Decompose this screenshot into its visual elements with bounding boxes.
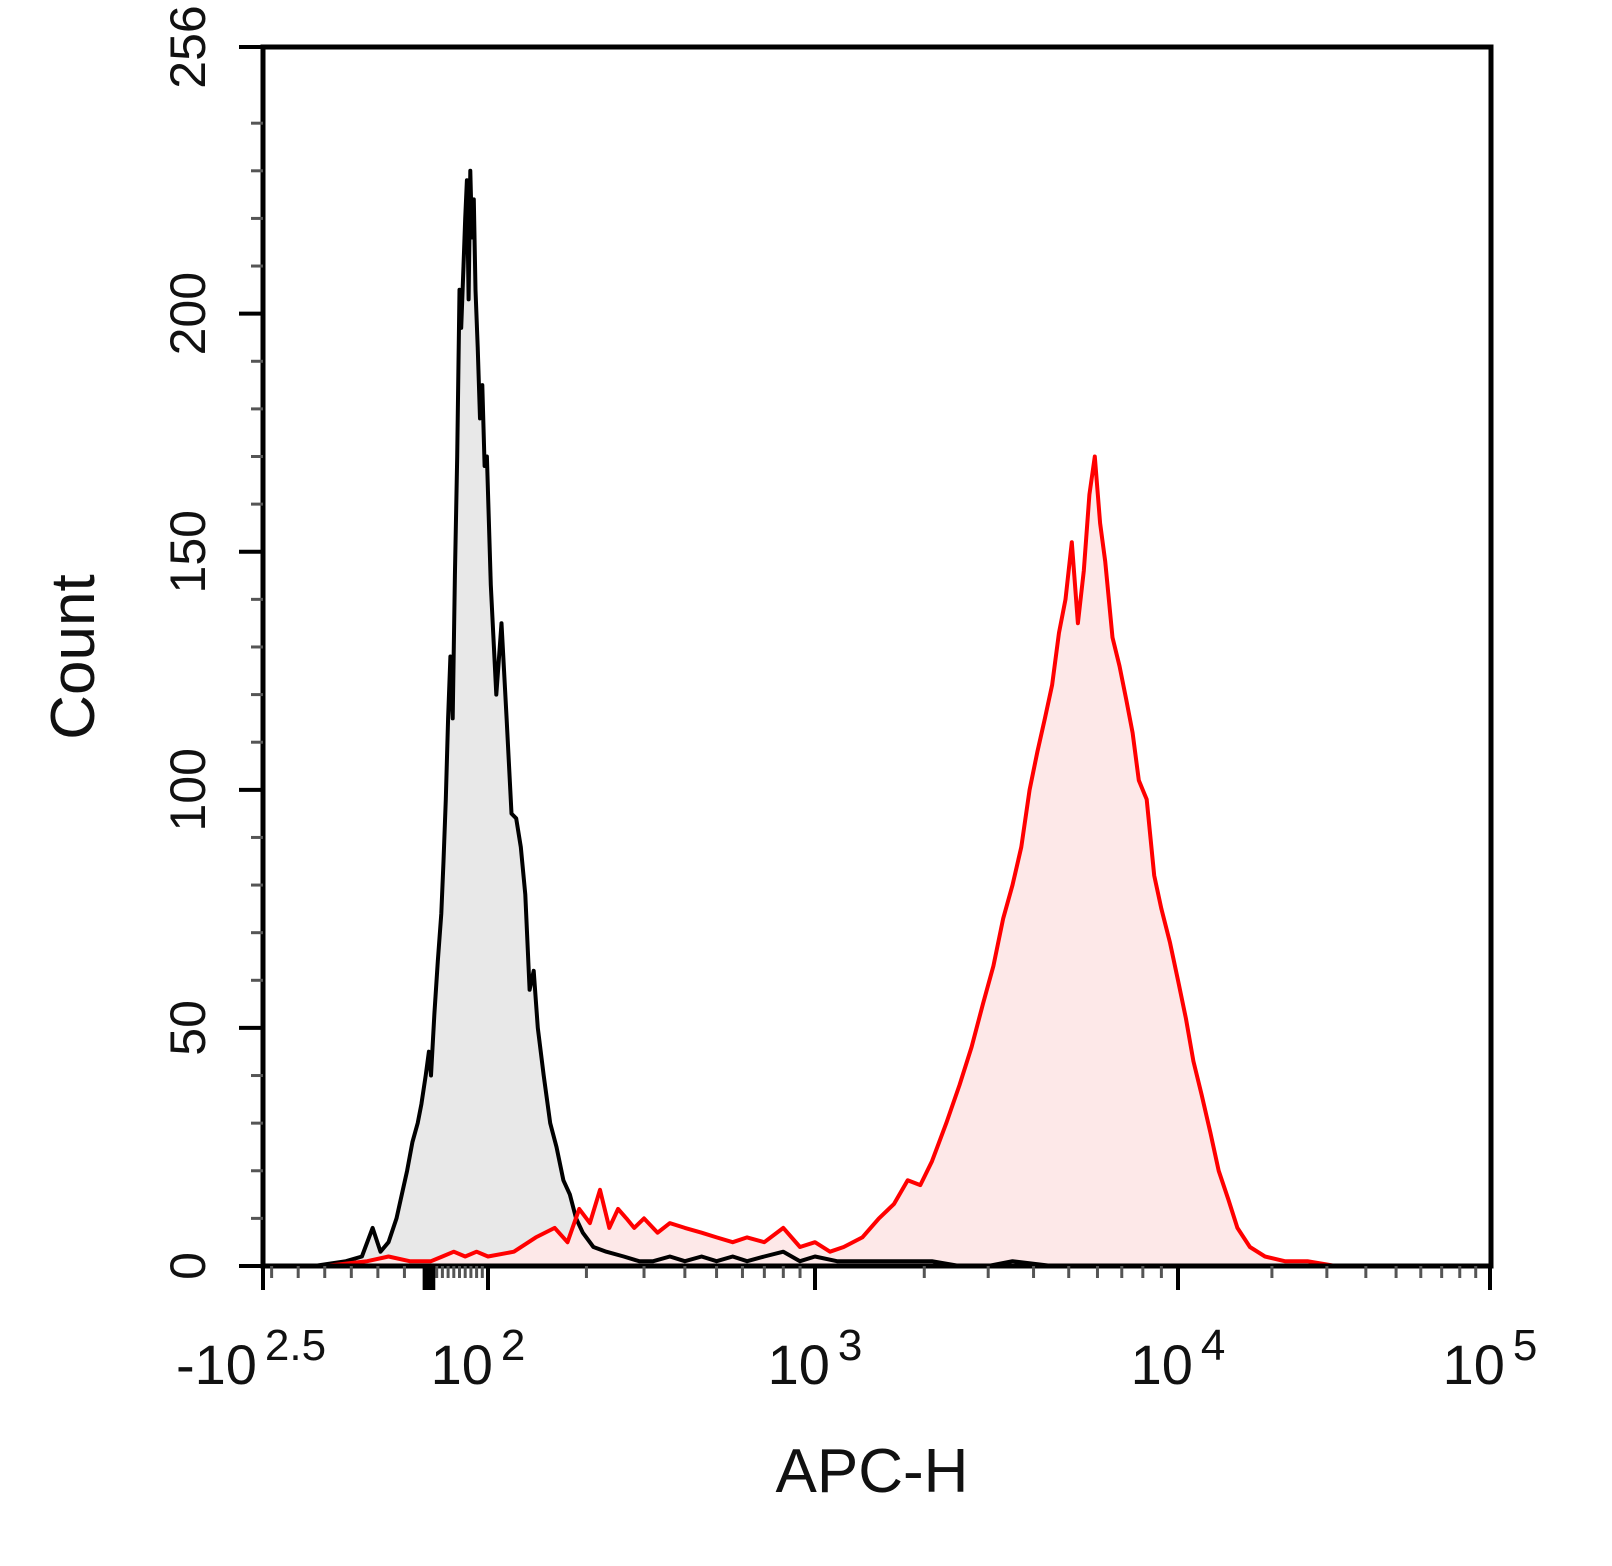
plot-frame	[260, 44, 1494, 1269]
y-tick-label: 150	[160, 510, 216, 593]
ticks-layer	[239, 45, 1492, 1290]
y-tick-label: 200	[160, 272, 216, 355]
x-tick-label: -10 2.5	[176, 1321, 326, 1396]
series-0-line	[313, 168, 1162, 1268]
series-0-area	[314, 170, 1162, 1266]
y-tick-label: 50	[160, 1000, 216, 1056]
y-tick-label: 0	[160, 1252, 216, 1280]
y-tick-label: 256	[160, 5, 216, 88]
x-tick-label: 10 2	[431, 1321, 526, 1396]
x-tick-label: 10 5	[1443, 1321, 1538, 1396]
series-1-line	[271, 454, 1451, 1268]
labels-layer: 0 50 100 150 200 256 -10 2.5 10 2 10 3 10 4 10 5	[160, 5, 1537, 1396]
x-tick-label: 10 4	[1131, 1321, 1226, 1396]
series-layer	[271, 168, 1452, 1268]
y-tick-label: 100	[160, 748, 216, 831]
x-tick-label: 10 3	[768, 1321, 863, 1396]
series-1-area	[271, 456, 1452, 1266]
y-axis-title: Count	[39, 574, 108, 739]
x-axis-title: APC-H	[776, 1437, 969, 1506]
